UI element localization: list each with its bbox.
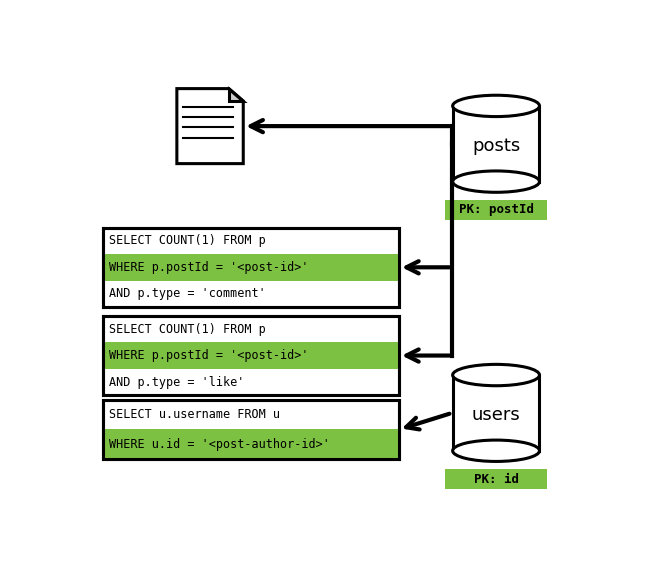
Bar: [103, 227, 399, 307]
Bar: [103, 316, 399, 395]
Bar: [103, 429, 399, 459]
Text: SELECT COUNT(1) FROM p: SELECT COUNT(1) FROM p: [109, 234, 266, 248]
Bar: [445, 469, 547, 489]
Text: posts: posts: [472, 137, 520, 155]
Bar: [103, 254, 399, 281]
Polygon shape: [229, 89, 243, 101]
Text: WHERE p.postId = '<post-id>': WHERE p.postId = '<post-id>': [109, 349, 309, 362]
Ellipse shape: [453, 171, 540, 193]
Bar: [103, 227, 399, 307]
Ellipse shape: [453, 95, 540, 116]
Bar: [453, 106, 540, 182]
Bar: [103, 316, 399, 395]
Text: PK: id: PK: id: [474, 473, 519, 485]
Text: SELECT COUNT(1) FROM p: SELECT COUNT(1) FROM p: [109, 323, 266, 336]
Ellipse shape: [453, 440, 540, 461]
Bar: [103, 400, 399, 459]
Text: AND p.type = 'comment': AND p.type = 'comment': [109, 287, 266, 300]
Text: SELECT u.username FROM u: SELECT u.username FROM u: [109, 408, 281, 421]
Text: WHERE u.id = '<post-author-id>': WHERE u.id = '<post-author-id>': [109, 438, 330, 451]
Bar: [453, 375, 540, 451]
Text: users: users: [472, 406, 521, 424]
Bar: [103, 400, 399, 459]
Polygon shape: [177, 89, 243, 164]
Bar: [103, 342, 399, 369]
Text: PK: postId: PK: postId: [459, 203, 534, 217]
Text: WHERE p.postId = '<post-id>': WHERE p.postId = '<post-id>': [109, 261, 309, 274]
Text: AND p.type = 'like': AND p.type = 'like': [109, 375, 244, 388]
Bar: [445, 199, 547, 220]
Ellipse shape: [453, 364, 540, 386]
